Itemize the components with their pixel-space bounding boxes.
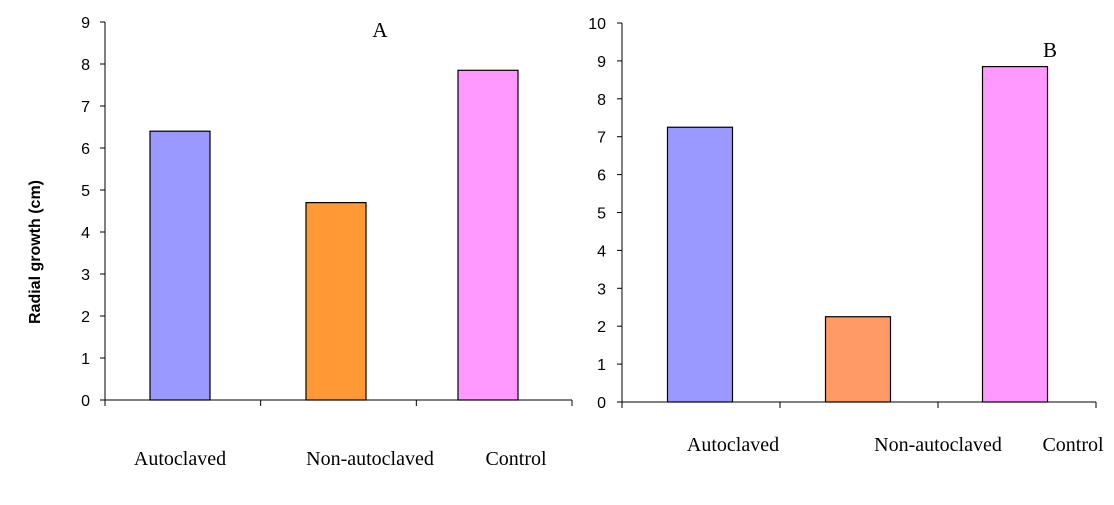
y-tick-label: 9 <box>597 54 606 71</box>
x-category-label: Non-autoclaved <box>874 434 1002 456</box>
y-tick-label: 1 <box>597 357 606 374</box>
bar-non-autoclaved <box>824 316 892 403</box>
panel-label: A <box>372 18 388 42</box>
y-tick-label: 8 <box>597 92 606 109</box>
y-tick-label: 1 <box>81 351 90 368</box>
bar-non-autoclaved <box>305 202 367 401</box>
y-tick-label: 0 <box>597 395 606 412</box>
x-category-label: Non-autoclaved <box>306 448 434 470</box>
y-tick-label: 9 <box>81 15 90 32</box>
x-category-label: Control <box>1042 434 1104 456</box>
y-tick-label: 5 <box>81 183 90 200</box>
bar-autoclaved <box>666 126 734 403</box>
bar-autoclaved <box>149 130 211 401</box>
y-tick-label: 4 <box>81 225 90 242</box>
y-tick-label: 7 <box>597 130 606 147</box>
y-tick-label: 4 <box>597 243 606 260</box>
x-category-label: Autoclaved <box>687 434 779 456</box>
y-tick-label: 8 <box>81 57 90 74</box>
chart-panel-b: 0 1 2 3 4 5 6 7 8 9 10 Autoclaved Non-autoclaved Cont… <box>588 16 1104 456</box>
bar-control <box>457 69 519 401</box>
y-tick-label: 3 <box>597 281 606 298</box>
y-tick-label: 3 <box>81 267 90 284</box>
y-tick-label: 0 <box>81 393 90 410</box>
x-category-label: Control <box>485 448 547 470</box>
chart-panel-a: 0 1 2 3 4 5 6 7 8 9 Autoclaved Non-autoclaved Contro… <box>81 15 573 470</box>
y-tick-label: 2 <box>597 319 606 336</box>
y-tick-label: 6 <box>597 168 606 185</box>
y-tick-label: 5 <box>597 206 606 223</box>
x-category-label: Autoclaved <box>134 448 226 470</box>
y-axis-label: Radial growth (cm) <box>27 180 44 324</box>
bar-control <box>981 65 1049 403</box>
y-tick-label: 7 <box>81 99 90 116</box>
panel-label: B <box>1043 38 1057 62</box>
y-tick-label: 6 <box>81 141 90 158</box>
y-tick-label: 10 <box>588 16 606 33</box>
y-tick-label: 2 <box>81 309 90 326</box>
